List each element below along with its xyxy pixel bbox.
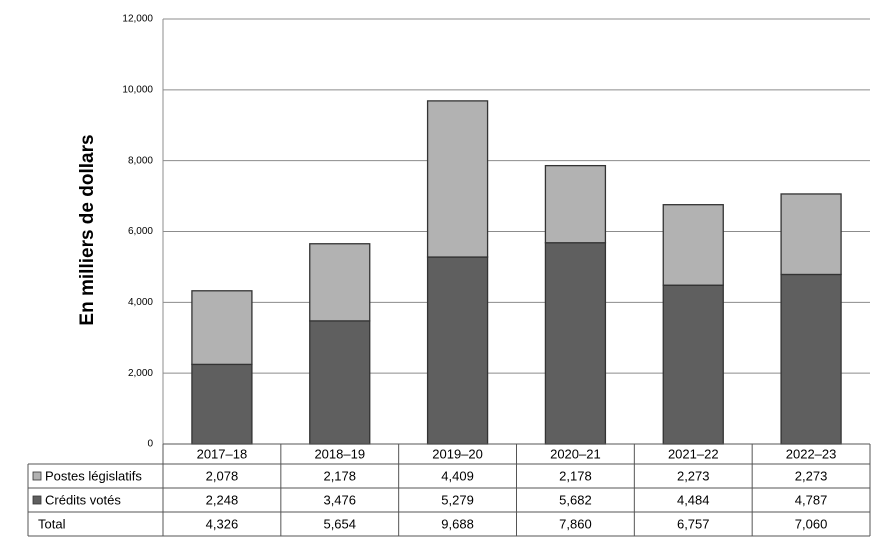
legend-swatch	[32, 495, 42, 505]
y-axis-label: En milliers de dollars	[77, 134, 98, 325]
table-cell: 4,326	[206, 516, 239, 531]
x-tick-label: 2022–23	[786, 446, 837, 461]
bar-segment	[544, 242, 607, 445]
legend-label: Crédits votés	[45, 492, 121, 507]
x-tick-label: 2019–20	[432, 446, 483, 461]
table-cell: 2,078	[206, 468, 239, 483]
row-label: Total	[38, 516, 66, 531]
y-tick-label: 12,000	[122, 14, 153, 25]
y-tick-label: 0	[147, 439, 153, 450]
table-cell: 2,273	[795, 468, 828, 483]
legend-swatch	[32, 471, 42, 481]
y-tick-label: 6,000	[128, 226, 153, 237]
bar-segment	[662, 284, 724, 445]
bar-segment	[780, 273, 842, 445]
table-cell: 2,273	[677, 468, 710, 483]
table-cell: 2,248	[206, 492, 239, 507]
bar-segment	[191, 290, 253, 366]
table-cell: 7,060	[795, 516, 828, 531]
legend-label: Postes législatifs	[45, 468, 142, 483]
table-cell: 7,860	[559, 516, 592, 531]
table-cell: 5,654	[323, 516, 356, 531]
bar-segment	[309, 243, 371, 322]
table-cell: 2,178	[559, 468, 592, 483]
table-cell: 5,682	[559, 492, 592, 507]
bar-segment	[662, 204, 724, 286]
y-tick-label: 4,000	[128, 297, 153, 308]
x-tick-label: 2018–19	[314, 446, 365, 461]
bar-segment	[426, 100, 489, 258]
table-cell: 9,688	[441, 516, 474, 531]
bar-segment	[780, 193, 842, 276]
table-cell: 2,178	[323, 468, 356, 483]
y-tick-label: 8,000	[128, 155, 153, 166]
table-cell: 4,787	[795, 492, 828, 507]
y-tick-label: 2,000	[128, 368, 153, 379]
y-tick-label: 10,000	[122, 84, 153, 95]
table-cell: 6,757	[677, 516, 710, 531]
table-cell: 4,409	[441, 468, 474, 483]
bar-segment	[309, 320, 371, 445]
x-tick-label: 2021–22	[668, 446, 719, 461]
table-cell: 5,279	[441, 492, 474, 507]
bar-segment	[544, 164, 607, 244]
x-tick-label: 2017–18	[197, 446, 248, 461]
table-cell: 4,484	[677, 492, 710, 507]
x-tick-label: 2020–21	[550, 446, 601, 461]
table-cell: 3,476	[323, 492, 356, 507]
bar-segment	[426, 256, 489, 445]
bar-segment	[191, 363, 253, 445]
